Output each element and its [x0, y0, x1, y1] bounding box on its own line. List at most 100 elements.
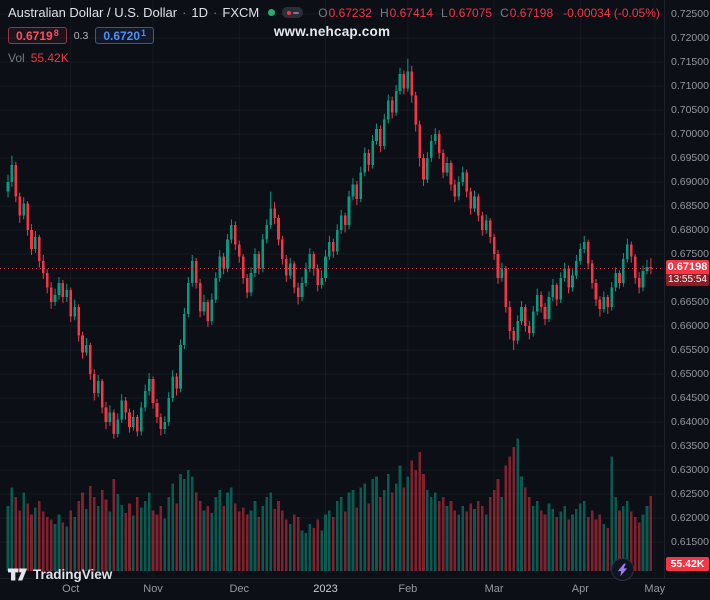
- volume-bar: [155, 514, 159, 571]
- candle-body: [414, 95, 417, 125]
- volume-bar: [304, 533, 308, 571]
- candle-body: [379, 129, 382, 146]
- volume-bar: [437, 500, 441, 571]
- price-axis-label: 0.72000: [671, 31, 709, 44]
- candle-body: [430, 141, 433, 158]
- bar-countdown: 13:55:54: [666, 274, 709, 287]
- price-axis[interactable]: 0.67198 13:55:54 55.42K 0.72500 0.72000 0.…: [664, 0, 710, 578]
- volume-bar: [484, 514, 488, 571]
- tradingview-logo[interactable]: TradingView: [8, 567, 112, 582]
- volume-bar: [543, 514, 547, 571]
- market-status-icon[interactable]: [268, 9, 276, 16]
- watermark-text: www.nehcap.com: [273, 24, 391, 39]
- volume-bar: [332, 517, 335, 571]
- candle-body: [296, 287, 300, 298]
- candle-body: [363, 153, 367, 173]
- price-axis-label: 0.68000: [671, 223, 709, 236]
- sell-button[interactable]: 0.6719 8: [8, 27, 67, 44]
- volume-bar: [622, 506, 625, 571]
- candle-body: [49, 287, 53, 302]
- sell-price-sup: 8: [53, 27, 59, 38]
- volume-bar: [406, 476, 410, 571]
- candle-body: [339, 215, 343, 230]
- last-price-value: 0.67198: [666, 260, 709, 275]
- price-axis-label: 0.65500: [671, 343, 709, 356]
- candle-body: [324, 256, 327, 278]
- time-axis-label: 2023: [313, 583, 338, 595]
- candle-body: [10, 165, 14, 182]
- volume-bar: [61, 522, 65, 571]
- candle-body: [355, 184, 359, 199]
- volume-bar: [618, 510, 621, 571]
- candle-body: [34, 237, 37, 250]
- volume-bar: [559, 511, 563, 571]
- volume-bar: [328, 510, 331, 571]
- high-label: H: [379, 5, 389, 20]
- price-axis-label: 0.65000: [671, 367, 709, 380]
- candle-body: [547, 297, 551, 319]
- candle-body: [328, 242, 331, 257]
- volume-bar: [414, 469, 417, 571]
- volume-bar: [445, 506, 449, 571]
- volume-bar: [645, 506, 649, 571]
- lightning-button[interactable]: [611, 558, 634, 581]
- volume-bar: [633, 517, 637, 571]
- close-label: C: [500, 5, 509, 20]
- volume-bar: [49, 519, 53, 571]
- candle-body: [312, 254, 316, 269]
- buy-button[interactable]: 0.6720 1: [95, 27, 155, 44]
- time-axis[interactable]: Oct Nov Dec 2023 Feb Mar Apr May: [0, 578, 710, 600]
- volume-bar: [41, 511, 45, 571]
- timeframe-label[interactable]: 1D: [191, 5, 209, 20]
- volume-bar: [194, 492, 198, 571]
- volume-label[interactable]: Vol: [8, 51, 25, 65]
- volume-bar: [320, 530, 323, 571]
- price-axis-label: 0.66000: [671, 319, 709, 332]
- volume-bar: [288, 523, 292, 571]
- volume-bar: [343, 511, 347, 571]
- volume-bar: [38, 500, 41, 571]
- candle-body: [402, 74, 406, 89]
- time-axis-label: Mar: [484, 583, 504, 595]
- time-axis-label: May: [644, 583, 666, 595]
- candle-body: [320, 278, 323, 286]
- candle-body: [163, 422, 167, 430]
- candle-body: [524, 306, 527, 326]
- candle-body: [394, 90, 398, 113]
- candle-body: [167, 398, 171, 422]
- volume-bar: [433, 492, 437, 571]
- candle-body: [18, 196, 22, 216]
- candle-body: [206, 302, 210, 322]
- exchange-label[interactable]: FXCM: [222, 5, 260, 20]
- candle-body: [65, 290, 69, 298]
- candle-body: [316, 268, 319, 286]
- notification-pill-icon[interactable]: [282, 7, 304, 18]
- candle-body: [426, 158, 429, 180]
- symbol-title[interactable]: Australian Dollar / U.S. Dollar: [8, 5, 178, 20]
- volume-bar: [108, 511, 112, 571]
- volume-bar: [222, 506, 225, 571]
- high-value: 0.67414: [389, 5, 434, 20]
- volume-bar: [516, 438, 519, 571]
- candle-body: [606, 297, 610, 307]
- open-label: O: [318, 5, 328, 20]
- price-axis-label: 0.62500: [671, 487, 709, 500]
- price-axis-label: 0.64000: [671, 415, 709, 428]
- time-axis-label: Nov: [143, 583, 163, 595]
- volume-bar: [398, 465, 402, 571]
- volume-value: 55.42K: [30, 51, 69, 65]
- candle-body: [81, 335, 84, 353]
- candle-body: [69, 290, 73, 317]
- volume-bar: [394, 483, 398, 571]
- volume-bar: [430, 496, 433, 571]
- candle-body: [457, 182, 461, 197]
- candle-body: [441, 153, 445, 173]
- price-axis-label: 0.61500: [671, 535, 709, 548]
- price-axis-label: 0.70500: [671, 103, 709, 116]
- candle-body: [375, 129, 378, 142]
- price-axis-label: 0.64500: [671, 391, 709, 404]
- candle-body: [269, 208, 272, 226]
- candle-body: [143, 390, 147, 408]
- candle-body: [633, 256, 637, 278]
